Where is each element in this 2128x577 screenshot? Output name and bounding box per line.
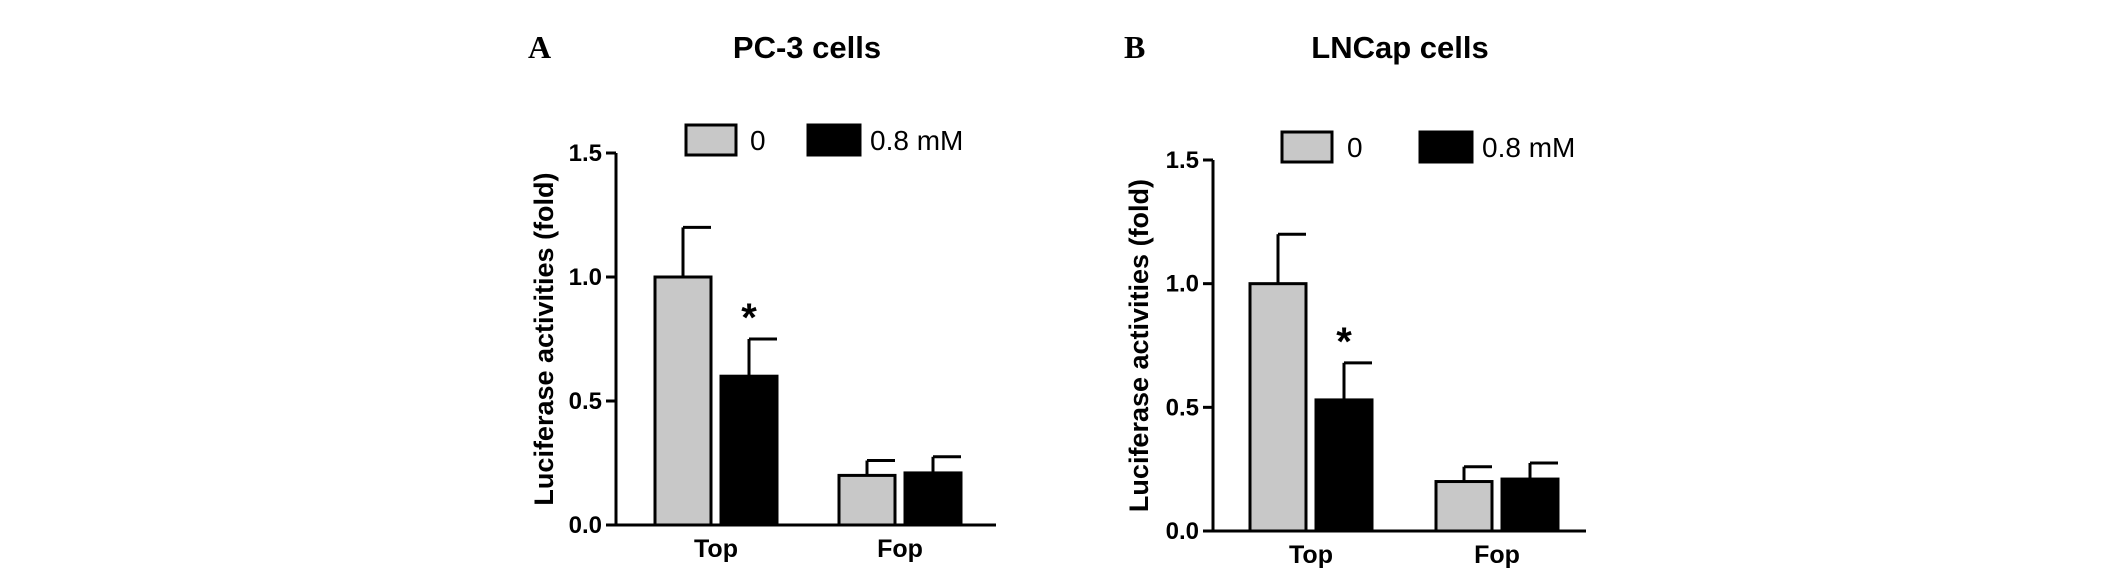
bar	[1500, 477, 1560, 533]
bar	[837, 473, 897, 527]
bar	[653, 275, 713, 527]
legend-swatch	[806, 123, 862, 157]
y-tick-label: 1.5	[1166, 147, 1199, 174]
x-tick-label: Top	[1289, 541, 1333, 569]
x-tick-label: Fop	[877, 535, 923, 563]
y-tick-label: 1.0	[1166, 271, 1199, 298]
bar	[719, 374, 779, 527]
y-tick-label: 0.0	[1166, 518, 1199, 545]
chart-title: LNCap cells	[1311, 30, 1488, 65]
y-axis-label: Luciferase activities (fold)	[1124, 179, 1154, 512]
significance-marker: *	[741, 296, 757, 340]
x-tick-label: Fop	[1474, 541, 1520, 569]
legend-label: 0.8 mM	[870, 125, 963, 156]
y-axis-label: Luciferase activities (fold)	[529, 172, 559, 505]
significance-marker: *	[1336, 320, 1352, 364]
y-tick-label: 0.5	[569, 388, 602, 415]
panel-letter: A	[528, 29, 551, 65]
legend-label: 0.8 mM	[1482, 132, 1575, 163]
y-tick-label: 1.5	[569, 140, 602, 167]
bar	[1434, 480, 1494, 533]
legend-label: 0	[750, 125, 766, 156]
panel-letter: B	[1124, 29, 1145, 65]
bar	[1248, 282, 1308, 533]
y-tick-label: 0.5	[1166, 394, 1199, 421]
bar	[903, 471, 963, 527]
chart-title: PC-3 cells	[733, 30, 881, 65]
legend-swatch	[684, 123, 738, 157]
y-tick-label: 0.0	[569, 512, 602, 539]
x-tick-label: Top	[694, 535, 738, 563]
legend-swatch	[1280, 130, 1334, 164]
y-tick-label: 1.0	[569, 264, 602, 291]
legend-label: 0	[1347, 132, 1363, 163]
bar	[1314, 398, 1374, 533]
legend-swatch	[1418, 130, 1474, 164]
